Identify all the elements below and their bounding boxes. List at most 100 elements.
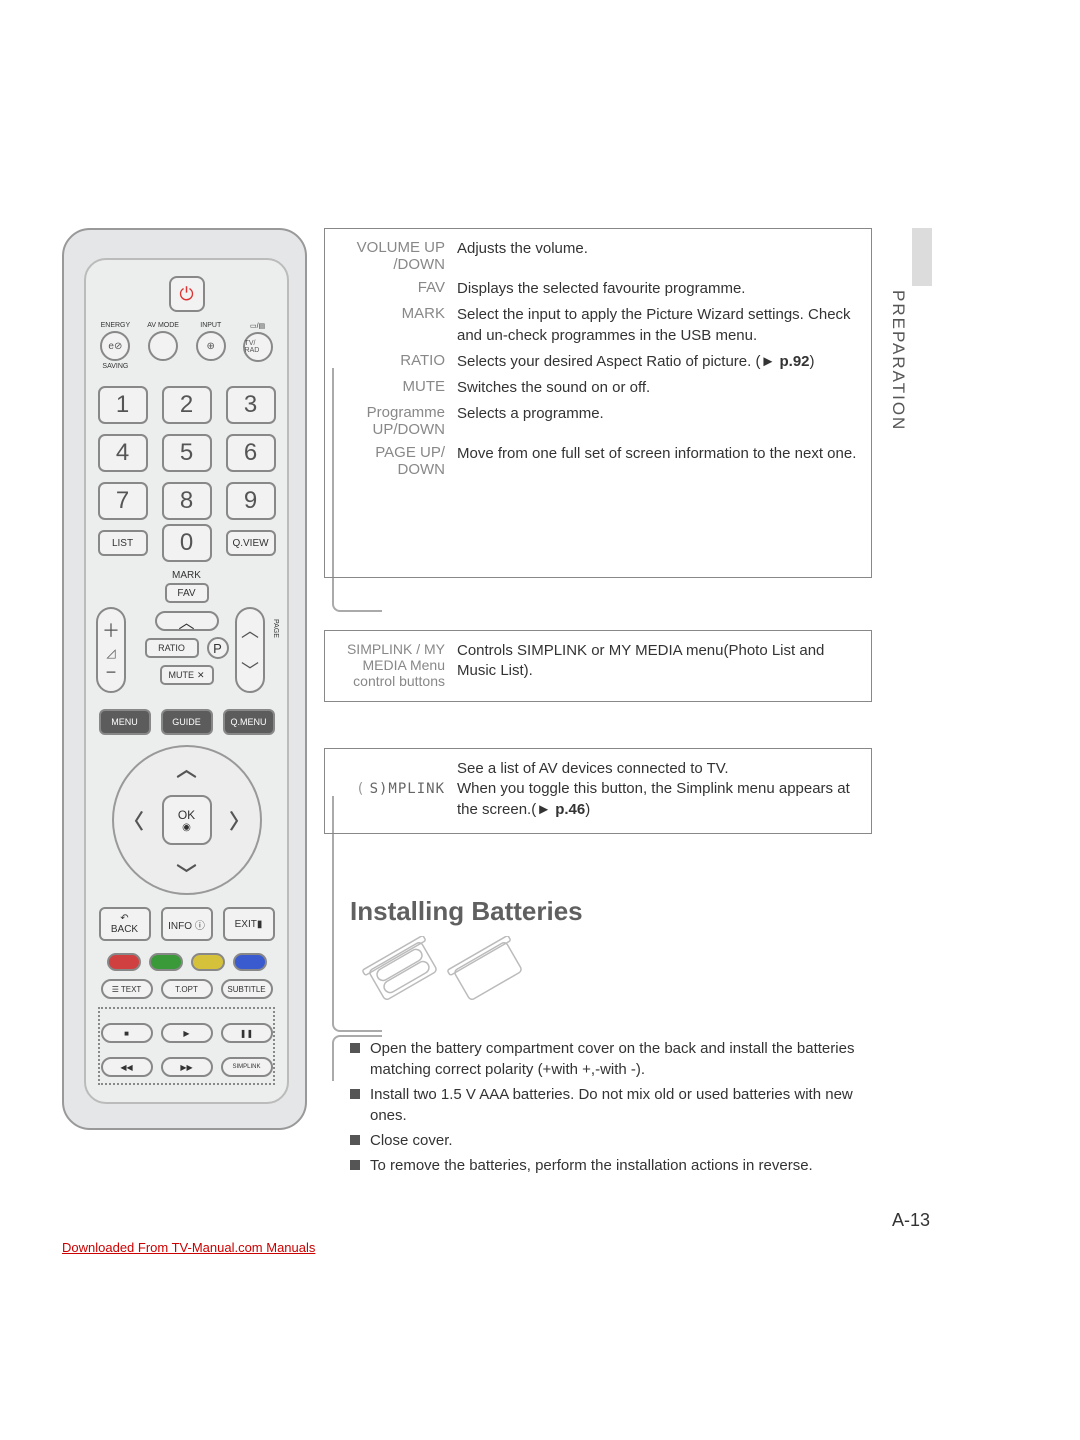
top-button-row: ENERGY e⊘ SAVING AV MODE INPUT ⊕ ▭/▤ xyxy=(86,322,287,370)
yellow-button[interactable] xyxy=(191,953,225,971)
bullet-1: Open the battery compartment cover on th… xyxy=(370,1038,880,1080)
installing-batteries-heading: Installing Batteries xyxy=(350,896,583,927)
num-3[interactable]: 3 xyxy=(226,386,276,424)
num-8[interactable]: 8 xyxy=(162,482,212,520)
rewind-button[interactable]: ◀◀ xyxy=(101,1057,153,1077)
mute-button[interactable]: MUTE✕ xyxy=(160,665,214,685)
remote-outline: ⏻ ENERGY e⊘ SAVING AV MODE INPUT ⊕ xyxy=(62,228,307,1130)
battery-illustration xyxy=(358,936,538,1006)
blue-button[interactable] xyxy=(233,953,267,971)
dpad-down-icon: ﹀ xyxy=(177,858,197,887)
remote-body: ⏻ ENERGY e⊘ SAVING AV MODE INPUT ⊕ xyxy=(84,258,289,1104)
menu-button[interactable]: MENU xyxy=(99,709,151,735)
topt-button[interactable]: T.OPT xyxy=(161,979,213,999)
lbl-volume: VOLUME UP /DOWN xyxy=(333,239,445,273)
side-tab-bg xyxy=(912,228,932,286)
prog-up-icon: ︿ xyxy=(241,617,259,643)
txt-simplink: See a list of AV devices connected to TV… xyxy=(457,759,863,820)
programme-rocker[interactable]: ︿ ﹀ xyxy=(235,607,265,693)
lbl-ratio: RATIO xyxy=(333,352,445,372)
avmode-label: AV MODE xyxy=(147,322,179,329)
fav-button[interactable]: FAV xyxy=(165,583,209,603)
lbl-page: PAGE UP/ DOWN xyxy=(333,444,445,478)
num-0[interactable]: 0 xyxy=(162,524,212,562)
num-1[interactable]: 1 xyxy=(98,386,148,424)
bullet-icon xyxy=(350,1043,360,1053)
red-button[interactable] xyxy=(107,953,141,971)
list-button[interactable]: LIST xyxy=(98,530,148,556)
desc-box-1: VOLUME UP /DOWNAdjusts the volume. FAVDi… xyxy=(324,228,872,578)
page-content: ⏻ ENERGY e⊘ SAVING AV MODE INPUT ⊕ xyxy=(62,228,872,1228)
energy-saving-button[interactable]: e⊘ xyxy=(100,331,130,361)
num-9[interactable]: 9 xyxy=(226,482,276,520)
chev-up-button[interactable]: ︿ xyxy=(155,611,219,631)
back-button[interactable]: ↶BACK xyxy=(99,907,151,941)
bullet-2: Install two 1.5 V AAA batteries. Do not … xyxy=(370,1084,880,1126)
dpad[interactable]: ︿ ﹀ 〈 〉 OK ◉ xyxy=(112,745,262,895)
power-button[interactable]: ⏻ xyxy=(169,276,205,312)
simplink-logo: S)MPLINK xyxy=(333,759,445,820)
txt-page: Move from one full set of screen informa… xyxy=(457,444,863,478)
bullet-3: Close cover. xyxy=(370,1130,453,1151)
install-bullets: Open the battery compartment cover on th… xyxy=(350,1038,880,1180)
number-keypad: 1 2 3 4 5 6 7 8 9 xyxy=(86,386,287,520)
desc-box-2: SIMPLINK / MY MEDIA Menu control buttons… xyxy=(324,630,872,702)
mark-label: MARK xyxy=(86,570,287,581)
lbl-mute: MUTE xyxy=(333,378,445,398)
num-7[interactable]: 7 xyxy=(98,482,148,520)
dpad-up-icon: ︿ xyxy=(177,753,197,782)
mid-cluster: ＋ ◿ − ︿ RATIO P MUTE✕ ︿ ﹀ xyxy=(86,607,287,697)
input-button[interactable]: ⊕ xyxy=(196,331,226,361)
mute-tri-icon: ◿ xyxy=(106,646,115,660)
lbl-prog: Programme UP/DOWN xyxy=(333,404,445,438)
menu-row: MENU GUIDE Q.MENU xyxy=(86,709,287,735)
num-5[interactable]: 5 xyxy=(162,434,212,472)
side-tab: PREPARATION xyxy=(888,290,908,431)
dpad-right-icon: 〉 xyxy=(230,806,250,835)
num-2[interactable]: 2 xyxy=(162,386,212,424)
playback-group: ■ ▶ ❚❚ ◀◀ ▶▶ SIMPLINK xyxy=(98,1007,275,1085)
simplink-button[interactable]: SIMPLINK xyxy=(221,1057,273,1077)
lbl-fav: FAV xyxy=(333,279,445,299)
bullet-4: To remove the batteries, perform the ins… xyxy=(370,1155,813,1176)
guide-button[interactable]: GUIDE xyxy=(161,709,213,735)
av-mode-button[interactable] xyxy=(148,331,178,361)
ok-button[interactable]: OK ◉ xyxy=(162,795,212,845)
teletext-row: ☰TEXT T.OPT SUBTITLE xyxy=(86,979,287,999)
ok-dot-icon: ◉ xyxy=(182,822,191,833)
volume-rocker[interactable]: ＋ ◿ − xyxy=(96,607,126,693)
bullet-icon xyxy=(350,1089,360,1099)
tvrad-icon: ▭/▤ xyxy=(250,322,265,330)
num-6[interactable]: 6 xyxy=(226,434,276,472)
ratio-button[interactable]: RATIO xyxy=(145,638,199,658)
tv-rad-button[interactable]: TV/ RAD xyxy=(243,332,273,362)
text-button[interactable]: ☰TEXT xyxy=(101,979,153,999)
play-button[interactable]: ▶ xyxy=(161,1023,213,1043)
vol-up-icon: ＋ xyxy=(102,617,120,643)
txt-volume: Adjusts the volume. xyxy=(457,239,863,273)
txt-ratio: Selects your desired Aspect Ratio of pic… xyxy=(457,352,863,372)
qview-button[interactable]: Q.VIEW xyxy=(226,530,276,556)
txt-simplink-media: Controls SIMPLINK or MY MEDIA menu(Photo… xyxy=(457,641,863,689)
bullet-icon xyxy=(350,1160,360,1170)
page-number: A-13 xyxy=(892,1210,930,1231)
stop-button[interactable]: ■ xyxy=(101,1023,153,1043)
download-link[interactable]: Downloaded From TV-Manual.com Manuals xyxy=(62,1240,315,1255)
dpad-left-icon: 〈 xyxy=(124,806,144,835)
subtitle-button[interactable]: SUBTITLE xyxy=(221,979,273,999)
green-button[interactable] xyxy=(149,953,183,971)
saving-label: SAVING xyxy=(102,363,128,370)
info-button[interactable]: INFO ⓘ xyxy=(161,907,213,941)
list-zero-qview-row: LIST 0 Q.VIEW xyxy=(86,530,287,562)
forward-button[interactable]: ▶▶ xyxy=(161,1057,213,1077)
txt-mark: Select the input to apply the Picture Wi… xyxy=(457,305,863,346)
pause-button[interactable]: ❚❚ xyxy=(221,1023,273,1043)
input-label: INPUT xyxy=(200,322,221,329)
exit-button[interactable]: EXIT ▮ xyxy=(223,907,275,941)
txt-mute: Switches the sound on or off. xyxy=(457,378,863,398)
desc-box-3: S)MPLINK See a list of AV devices connec… xyxy=(324,748,872,834)
color-buttons-row xyxy=(86,953,287,971)
p-indicator[interactable]: P xyxy=(207,637,229,659)
num-4[interactable]: 4 xyxy=(98,434,148,472)
qmenu-button[interactable]: Q.MENU xyxy=(223,709,275,735)
